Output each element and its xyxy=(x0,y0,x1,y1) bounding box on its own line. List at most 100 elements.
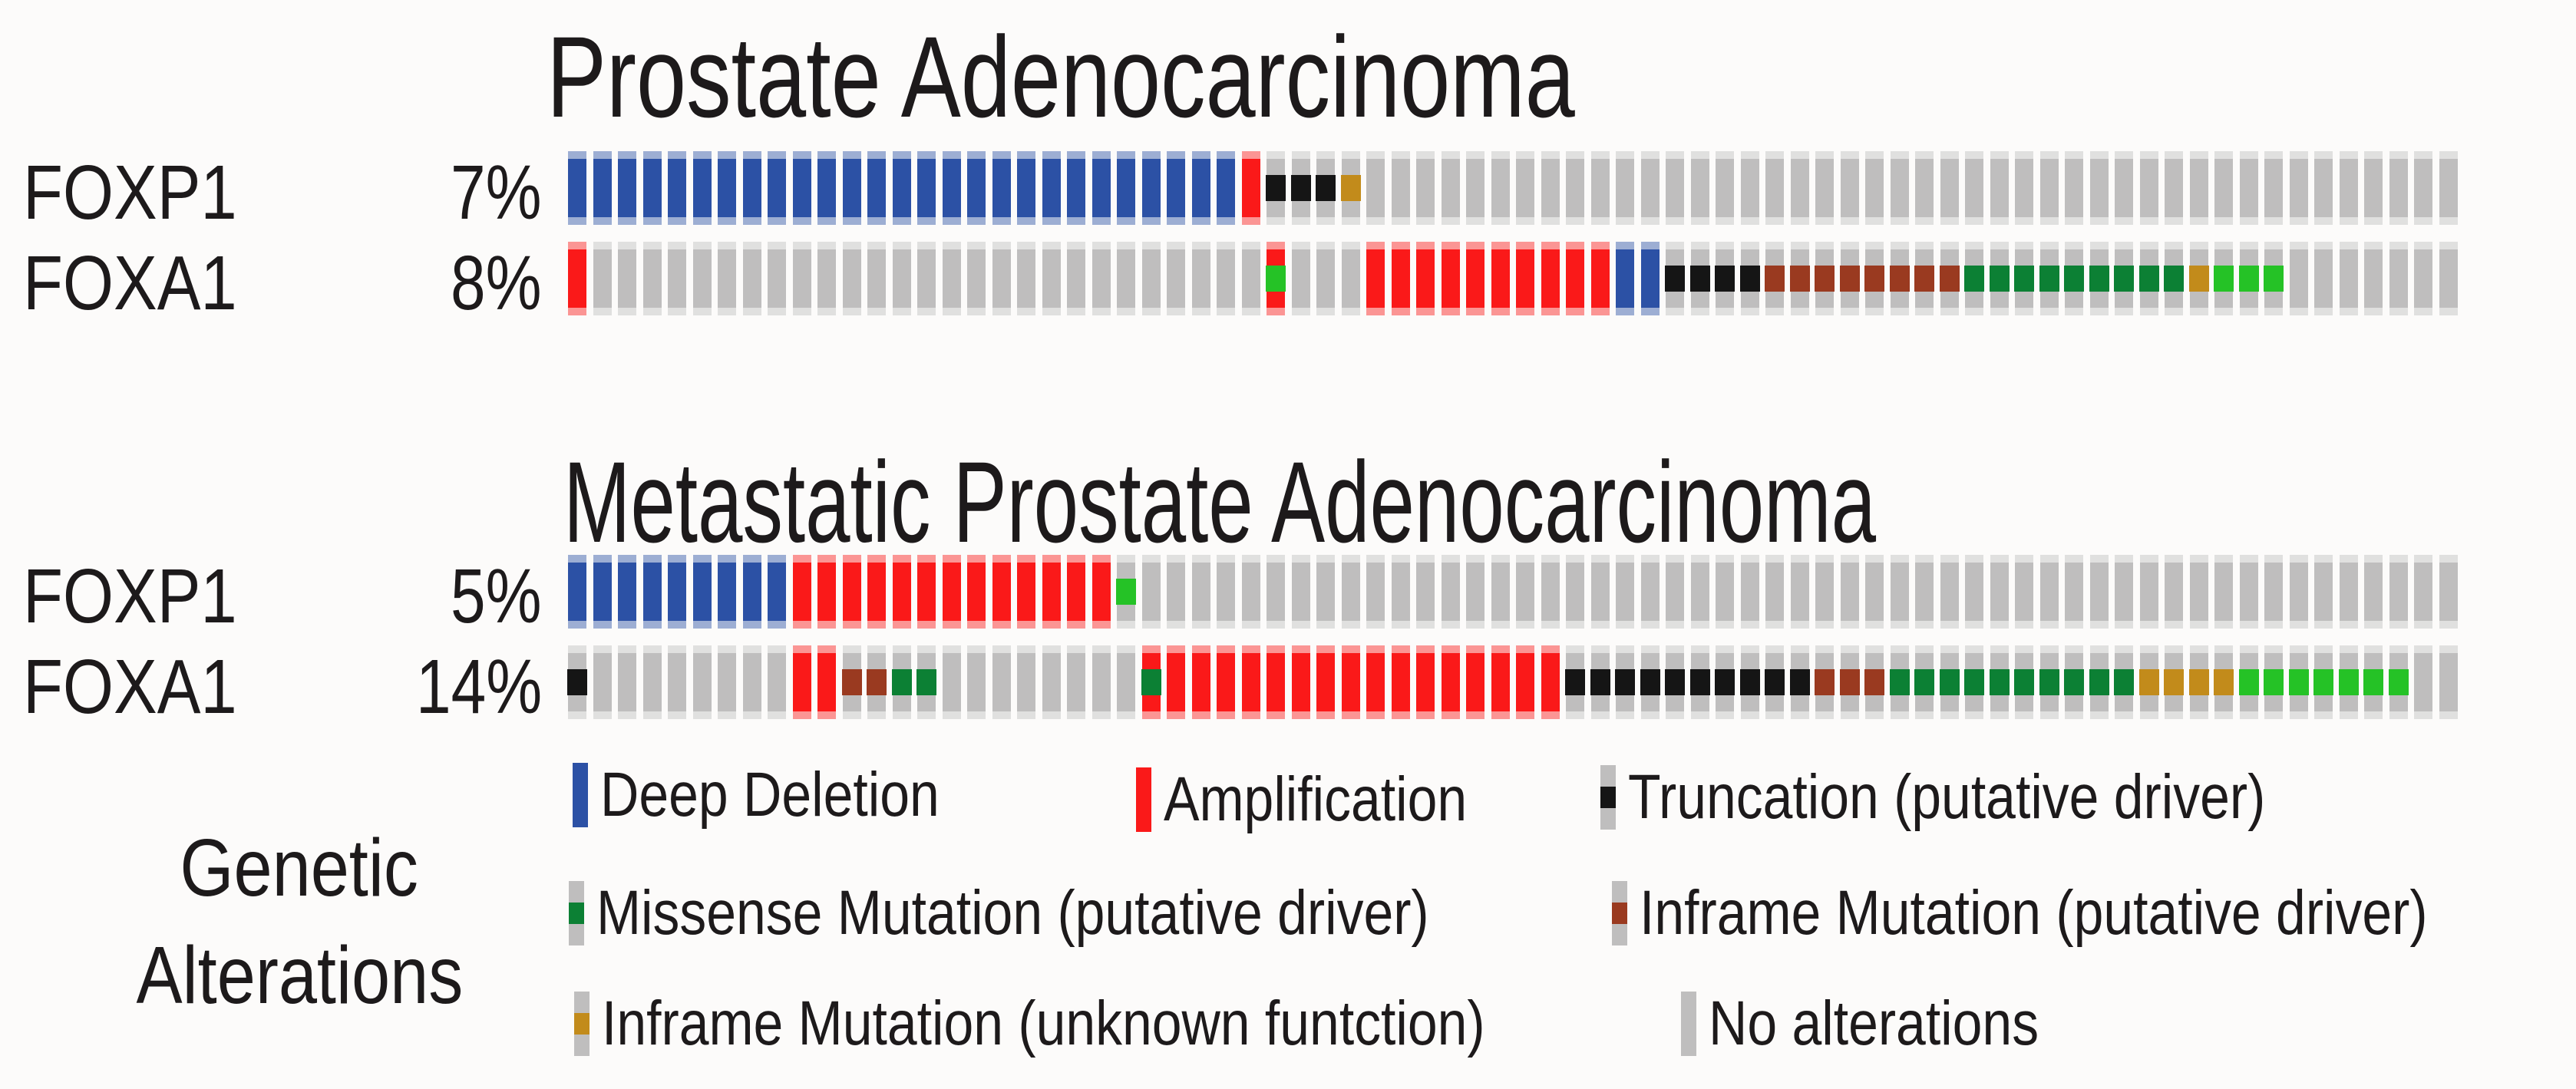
oncoprint-bar-amplification xyxy=(1466,645,1485,719)
oncoprint-bar-no-alteration xyxy=(1416,151,1435,225)
oncoprint-bar-no-alteration xyxy=(742,242,761,315)
oncoprint-bar-no-alteration xyxy=(2439,645,2458,719)
oncoprint-bar-deep-deletion xyxy=(642,151,662,225)
oncoprint-bar-no-alteration xyxy=(1590,151,1610,225)
oncoprint-bar-no-alteration xyxy=(1341,242,1360,315)
oncoprint-bar-no-alteration xyxy=(1017,242,1035,315)
oncoprint-bar-no-alteration xyxy=(593,242,612,315)
oncoprint-bar-amplification xyxy=(892,555,911,629)
oncoprint-bar-missense-driver xyxy=(1914,645,1934,719)
percent-foxp1-primary: 7% xyxy=(451,150,542,236)
oncoprint-bar-deep-deletion xyxy=(842,151,861,225)
mutation-mark-truncation xyxy=(1689,669,1710,695)
oncoprint-bar-missense-light xyxy=(1116,555,1136,629)
mutation-mark-inframe-driver xyxy=(1815,669,1835,695)
oncoprint-bar-no-alteration xyxy=(2314,555,2333,629)
oncoprint-bar-amplification xyxy=(917,555,936,629)
oncoprint-bar-no-alteration xyxy=(618,645,636,719)
mutation-mark-inframe-unknown xyxy=(2188,266,2209,292)
oncoprint-bar-no-alteration xyxy=(1466,151,1485,225)
oncoprint-bar-no-alteration xyxy=(992,242,1011,315)
oncoprint-bar-deep-deletion xyxy=(718,555,736,629)
percent-row: 7% xyxy=(258,150,542,236)
mutation-mark-truncation xyxy=(1266,175,1286,201)
gene-label-foxp1-primary: FOXP1 xyxy=(23,150,237,236)
oncoprint-bar-deep-deletion xyxy=(718,151,736,225)
oncoprint-bar-deep-deletion xyxy=(618,151,636,225)
oncoprint-bar-no-alteration xyxy=(2189,555,2208,629)
oncoprint-bar-no-alteration xyxy=(942,242,961,315)
mutation-mark-inframe-unknown xyxy=(2214,669,2234,695)
oncoprint-bar-inframe-driver xyxy=(1815,645,1835,719)
oncoprint-bar-amplification xyxy=(1516,645,1534,719)
legend-item-deep-deletion: Deep Deletion xyxy=(573,761,999,829)
oncoprint-bar-no-alteration xyxy=(2189,151,2208,225)
oncoprint-bar-missense-driver xyxy=(2039,242,2059,315)
oncoprint-bar-no-alteration xyxy=(2439,151,2458,225)
oncoprint-bar-no-alteration xyxy=(1940,151,1959,225)
mutation-mark-missense-driver xyxy=(1964,669,1984,695)
oncoprint-bar-missense-driver xyxy=(2039,645,2059,719)
percent-row: 5% xyxy=(258,558,542,635)
oncoprint-bar-deep-deletion xyxy=(742,151,761,225)
oncoprint-bar-no-alteration xyxy=(2414,151,2432,225)
oncoprint-bar-amplification xyxy=(1341,645,1360,719)
oncoprint-bar-amplification xyxy=(1067,555,1085,629)
mutation-mark-missense-driver xyxy=(1939,669,1960,695)
oncoprint-bar-deep-deletion xyxy=(768,555,786,629)
mutation-mark-missense-driver xyxy=(2014,669,2034,695)
oncoprint-bar-deep-deletion xyxy=(1117,151,1135,225)
oncoprint-bar-no-alteration xyxy=(917,242,936,315)
oncoprint-bar-no-alteration xyxy=(642,645,662,719)
mutation-mark-inframe-driver xyxy=(1914,266,1934,292)
oncoprint-bar-deep-deletion xyxy=(668,151,686,225)
oncoprint-bar-inframe-unknown xyxy=(2188,645,2209,719)
mutation-mark-missense-light xyxy=(2238,669,2259,695)
oncoprint-bar-no-alteration xyxy=(1217,242,1235,315)
oncoprint-bar-missense-light xyxy=(2238,645,2259,719)
oncoprint-bar-no-alteration xyxy=(1965,555,1983,629)
mutation-mark-inframe-unknown xyxy=(2164,669,2184,695)
oncoprint-bar-no-alteration xyxy=(1091,645,1111,719)
oncoprint-bar-no-alteration xyxy=(1291,242,1310,315)
gene-label-foxa1-metastatic: FOXA1 xyxy=(23,644,237,730)
oncoprint-bar-truncation xyxy=(1290,151,1311,225)
oncoprint-bar-amplification xyxy=(1217,645,1235,719)
mutation-mark-inframe-driver xyxy=(1889,266,1910,292)
mutation-mark-missense-driver xyxy=(2164,266,2184,292)
mutation-mark-inframe-driver xyxy=(1864,266,1884,292)
oncoprint-bar-no-alteration xyxy=(1241,555,1260,629)
oncoprint-bar-no-alteration xyxy=(668,645,686,719)
mutation-mark-missense-driver xyxy=(2014,266,2034,292)
oncoprint-track-foxa1-metastatic xyxy=(567,645,2458,719)
oncoprint-bar-deep-deletion xyxy=(742,555,761,629)
oncoprint-bar-no-alteration xyxy=(2439,242,2458,315)
oncoprint-bar-missense-light xyxy=(2264,645,2284,719)
mutation-mark-missense-light xyxy=(2264,266,2284,292)
oncoprint-bar-amplification xyxy=(1491,242,1510,315)
oncoprint-bar-deep-deletion xyxy=(1640,242,1660,315)
gene-label-row: FOXA1 xyxy=(23,644,275,730)
oncoprint-bar-deep-deletion xyxy=(1167,151,1185,225)
mutation-mark-amp-missense-driver xyxy=(1141,669,1161,695)
oncoprint-bar-no-alteration xyxy=(1566,555,1584,629)
oncoprint-bar-truncation xyxy=(1739,645,1760,719)
mutation-mark-truncation xyxy=(1689,266,1710,292)
oncoprint-bar-deep-deletion xyxy=(768,151,786,225)
oncoprint-bar-no-alteration xyxy=(742,645,761,719)
legend-item-inframe-driver: Inframe Mutation (putative driver) xyxy=(1612,879,2567,947)
oncoprint-bar-amplification xyxy=(1466,242,1485,315)
mutation-mark-missense-driver xyxy=(2089,669,2109,695)
mutation-mark-truncation xyxy=(1765,669,1785,695)
oncoprint-bar-no-alteration xyxy=(1042,242,1061,315)
oncoprint-bar-inframe-driver xyxy=(867,645,887,719)
oncoprint-bar-no-alteration xyxy=(1765,151,1784,225)
oncoprint-bar-amplification xyxy=(1042,555,1061,629)
mutation-mark-missense-light xyxy=(2288,669,2309,695)
oncoprint-bar-no-alteration xyxy=(792,242,811,315)
oncoprint-bar-no-alteration xyxy=(942,645,961,719)
oncoprint-bar-no-alteration xyxy=(2139,555,2158,629)
oncoprint-bar-inframe-unknown xyxy=(2138,645,2159,719)
oncoprint-bar-no-alteration xyxy=(967,242,986,315)
oncoprint-bar-deep-deletion xyxy=(1067,151,1085,225)
